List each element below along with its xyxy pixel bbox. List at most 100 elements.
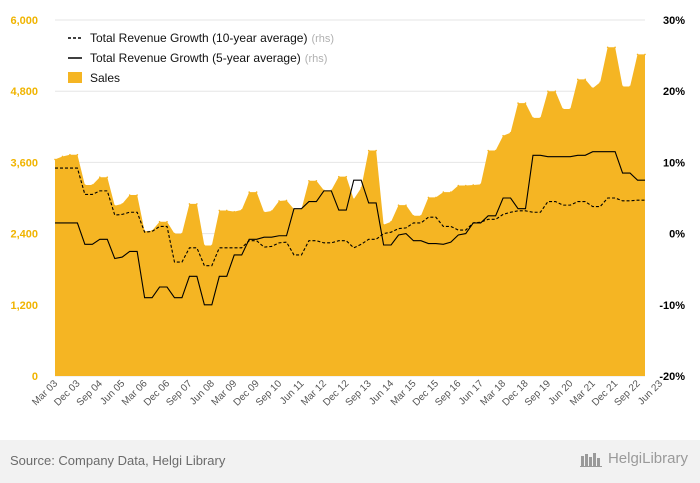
sales-point	[121, 203, 124, 205]
sales-point	[196, 203, 198, 205]
sales-point	[76, 153, 79, 156]
library-icon	[579, 452, 602, 467]
y-left-tick-label: 3,600	[10, 157, 38, 169]
sales-point	[479, 183, 482, 186]
x-tick-label: Sep 16	[433, 378, 463, 408]
legend-swatch-sales	[68, 72, 82, 83]
sales-point	[487, 149, 489, 152]
x-tick: Sep 04	[75, 378, 105, 408]
sales-point	[569, 108, 572, 110]
y-left-tick-label: 6,000	[10, 15, 38, 27]
sales-point	[225, 209, 228, 212]
brand-logo: HelgiLibrary	[579, 450, 688, 467]
sales-point	[636, 53, 639, 56]
sales-point	[285, 199, 288, 202]
x-tick: Sep 13	[344, 378, 374, 408]
sales-point	[554, 90, 557, 92]
sales-point	[427, 196, 430, 199]
sales-point	[61, 155, 64, 158]
sales-point	[315, 179, 318, 182]
sales-point	[576, 78, 579, 81]
y-left-tick-label: 4,800	[10, 86, 38, 98]
sales-point	[382, 223, 385, 226]
sales-point	[442, 191, 445, 193]
y-left-tick-label: 0	[32, 371, 38, 383]
sales-point	[509, 131, 512, 134]
y-right-tick-label: -10%	[659, 300, 685, 312]
sales-point	[69, 153, 71, 156]
growth-line-series	[55, 151, 645, 306]
sales-point	[338, 175, 340, 178]
sales-point	[188, 203, 191, 205]
legend-label: Sales	[90, 71, 120, 85]
sales-point	[502, 134, 504, 137]
sales-point	[128, 194, 131, 196]
sales-point	[345, 175, 348, 178]
sales-point	[106, 176, 109, 179]
y-right-tick-label: 20%	[663, 86, 685, 98]
sales-point	[158, 220, 161, 223]
source-note: Source: Company Data, Helgi Library	[10, 453, 226, 468]
sales-point	[181, 232, 183, 235]
sales-point	[621, 85, 624, 88]
sales-point	[263, 211, 265, 214]
legend: Total Revenue Growth (10-year average) (r…	[68, 31, 334, 85]
sales-point	[539, 117, 542, 119]
sales-point	[584, 78, 587, 81]
y-axis-right: -20% -10% 0% 10% 20% 30%	[659, 15, 685, 383]
sales-point	[211, 244, 213, 247]
sales-point	[84, 184, 86, 186]
sales-point	[367, 149, 370, 152]
sales-point	[644, 53, 646, 56]
y-right-tick-label: 10%	[663, 157, 685, 169]
sales-point	[360, 187, 363, 189]
sales-point	[136, 194, 138, 196]
sales-point	[308, 179, 310, 182]
sales-point	[472, 184, 475, 186]
x-tick: Sep 07	[164, 378, 194, 408]
x-tick-label: Sep 04	[75, 378, 105, 408]
sales-point	[203, 244, 206, 247]
sales-point	[420, 215, 422, 217]
sales-point	[248, 191, 250, 193]
sales-point	[457, 184, 460, 187]
y-left-tick-label: 2,400	[10, 229, 38, 241]
sales-point	[54, 158, 56, 161]
sales-point	[390, 220, 392, 223]
sales-point	[270, 210, 273, 212]
x-tick: Sep 16	[433, 378, 463, 408]
x-tick-label: Jun 23	[636, 378, 665, 407]
y-left-tick-label: 1,200	[10, 300, 38, 312]
sales-point	[255, 191, 258, 193]
x-tick: Sep 19	[523, 378, 553, 408]
legend-label: Total Revenue Growth (10-year average) (r…	[90, 31, 334, 45]
sales-point	[614, 46, 616, 49]
sales-area-series	[54, 46, 646, 376]
sales-point	[352, 198, 355, 200]
sales-point	[606, 46, 609, 49]
sales-point	[629, 85, 631, 88]
sales-point	[173, 232, 176, 235]
sales-point	[278, 200, 280, 202]
y-axis-left: 0 1,200 2,400 3,600 4,800 6,000	[10, 15, 38, 383]
sales-point	[397, 204, 400, 206]
sales-point	[599, 81, 601, 84]
x-tick: Sep 10	[254, 378, 284, 408]
brand-name: HelgiLibrary	[607, 450, 688, 467]
sales-point	[233, 210, 236, 213]
sales-point	[464, 184, 467, 187]
sales-point	[240, 209, 243, 211]
x-tick: Sep 22	[612, 378, 642, 408]
x-tick-label: Sep 19	[523, 378, 553, 408]
y-right-tick-label: 30%	[663, 15, 685, 27]
footer: Source: Company Data, Helgi Library Helg…	[0, 440, 700, 483]
sales-point	[494, 149, 497, 152]
sales-point	[412, 215, 415, 217]
sales-point	[166, 220, 168, 223]
x-tick-label: Sep 07	[164, 378, 194, 408]
sales-point	[532, 117, 534, 119]
chart: 0 1,200 2,400 3,600 4,800 6,000 -20% -10% 0% 10%…	[10, 15, 685, 409]
legend-rhs-note: (rhs)	[305, 53, 328, 65]
y-right-tick-label: 0%	[669, 229, 685, 241]
sales-point	[450, 191, 452, 193]
